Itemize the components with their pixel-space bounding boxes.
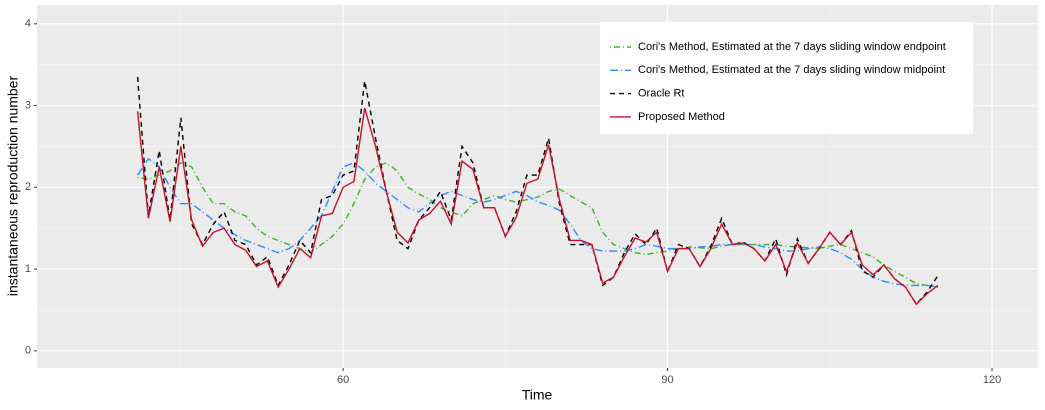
- legend-label: Cori's Method, Estimated at the 7 days s…: [638, 64, 945, 76]
- legend-label: Proposed Method: [638, 111, 725, 123]
- y-tick-label: 1: [25, 263, 31, 275]
- y-tick-label: 3: [25, 99, 31, 111]
- y-tick-label: 4: [25, 18, 31, 30]
- x-axis-title: Time: [522, 387, 553, 403]
- y-axis-title: instantaneous reproduction number: [5, 76, 21, 297]
- legend-box: [600, 22, 973, 134]
- series-line: [137, 157, 939, 288]
- legend-label: Oracle Rt: [638, 88, 684, 100]
- series-line: [137, 161, 939, 288]
- legend-label: Cori's Method, Estimated at the 7 days s…: [638, 41, 946, 53]
- x-tick-label: 120: [983, 374, 1001, 386]
- legend: Cori's Method, Estimated at the 7 days s…: [600, 22, 973, 134]
- y-tick-label: 0: [25, 345, 31, 357]
- x-tick-label: 90: [661, 374, 673, 386]
- y-tick-label: 2: [25, 181, 31, 193]
- series-line: [136, 107, 939, 306]
- x-tick-label: 60: [337, 374, 349, 386]
